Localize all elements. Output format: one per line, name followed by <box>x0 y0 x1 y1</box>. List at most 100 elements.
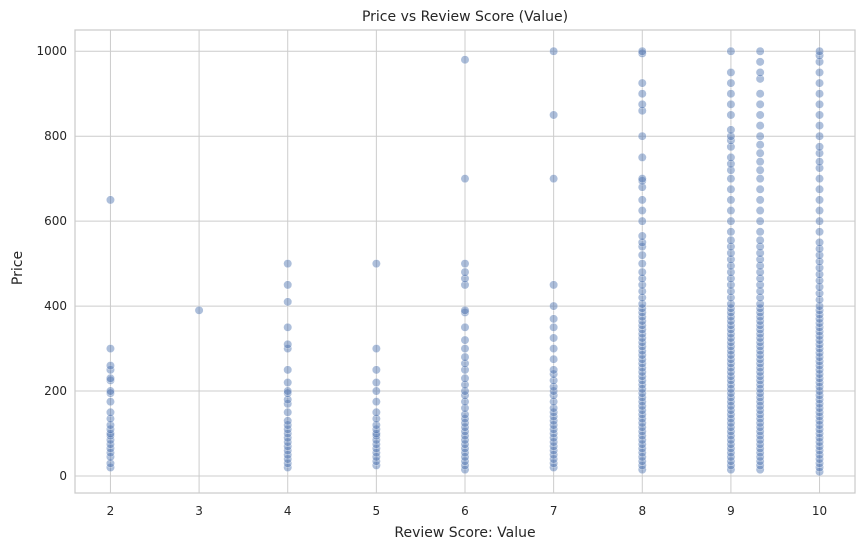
data-point <box>814 120 825 131</box>
data-point <box>637 303 647 313</box>
grid-layer <box>75 30 855 493</box>
data-point <box>460 380 470 390</box>
data-point <box>637 456 647 466</box>
data-point <box>726 409 736 420</box>
data-point <box>726 159 736 169</box>
data-point <box>814 322 825 332</box>
data-point <box>726 195 736 205</box>
data-point <box>283 420 293 430</box>
data-point <box>814 437 825 447</box>
data-point <box>637 337 647 347</box>
data-point <box>637 346 647 356</box>
data-point <box>105 365 116 375</box>
data-point <box>726 67 736 78</box>
data-point <box>637 307 647 318</box>
data-point <box>460 414 470 424</box>
data-point <box>814 256 825 267</box>
data-point <box>637 401 647 411</box>
data-point <box>726 286 736 296</box>
data-point <box>549 458 559 468</box>
data-point <box>371 424 381 434</box>
data-point <box>283 450 293 460</box>
data-point <box>726 261 736 271</box>
data-point <box>105 428 116 439</box>
data-point <box>814 157 825 167</box>
data-point <box>814 295 825 305</box>
x-tick-label: 2 <box>107 504 115 518</box>
data-point <box>637 341 647 352</box>
data-point <box>194 305 204 315</box>
data-point <box>726 184 736 194</box>
data-point <box>755 346 765 356</box>
data-point <box>637 195 647 205</box>
data-point <box>755 299 765 309</box>
data-point <box>755 254 765 264</box>
data-point <box>637 152 647 163</box>
data-point <box>105 386 116 396</box>
data-point <box>460 435 470 445</box>
data-point <box>726 341 736 352</box>
data-point <box>460 465 470 475</box>
data-point <box>814 407 825 417</box>
x-tick-label: 9 <box>727 504 735 518</box>
data-point <box>637 431 647 441</box>
data-point <box>637 397 647 407</box>
data-point <box>814 148 825 158</box>
data-point <box>755 307 765 318</box>
data-point <box>726 367 736 377</box>
data-point <box>755 140 765 150</box>
data-point <box>637 286 647 296</box>
y-tick-label: 200 <box>44 384 67 398</box>
data-point <box>755 397 765 407</box>
data-point <box>755 148 765 158</box>
data-point <box>460 273 470 284</box>
x-tick-label: 5 <box>373 504 381 518</box>
data-point <box>726 388 736 398</box>
data-point <box>460 422 470 432</box>
data-point <box>814 450 825 460</box>
data-point <box>549 450 559 460</box>
data-point <box>755 426 765 437</box>
data-point <box>814 394 825 405</box>
data-point <box>726 312 736 322</box>
data-point <box>726 316 736 326</box>
data-point <box>755 89 765 99</box>
data-point <box>637 182 647 192</box>
data-point <box>726 242 736 252</box>
data-point <box>637 465 647 475</box>
data-point <box>637 354 647 364</box>
data-point <box>637 299 647 309</box>
data-point <box>814 174 825 184</box>
data-point <box>283 365 293 375</box>
data-point <box>755 205 765 216</box>
data-point <box>283 437 293 447</box>
data-point <box>755 157 765 167</box>
data-point <box>460 55 470 65</box>
data-point <box>755 337 765 347</box>
data-point <box>726 350 736 360</box>
data-point <box>549 416 559 426</box>
data-point <box>637 89 647 99</box>
data-point <box>460 418 470 428</box>
data-point <box>755 358 765 369</box>
data-point <box>460 373 470 383</box>
data-point <box>755 367 765 377</box>
data-point <box>755 57 765 67</box>
data-point <box>549 411 559 422</box>
data-point <box>637 443 647 453</box>
data-point <box>814 343 825 354</box>
data-point <box>637 329 647 339</box>
data-point <box>755 380 765 390</box>
data-point <box>814 352 825 362</box>
data-point <box>726 405 736 415</box>
data-point <box>814 411 825 422</box>
data-point <box>755 354 765 364</box>
data-point <box>283 424 293 434</box>
data-point <box>726 46 736 56</box>
data-point <box>814 326 825 337</box>
data-point <box>814 276 825 286</box>
data-point <box>814 390 825 400</box>
data-point <box>726 380 736 390</box>
data-point <box>549 333 559 343</box>
